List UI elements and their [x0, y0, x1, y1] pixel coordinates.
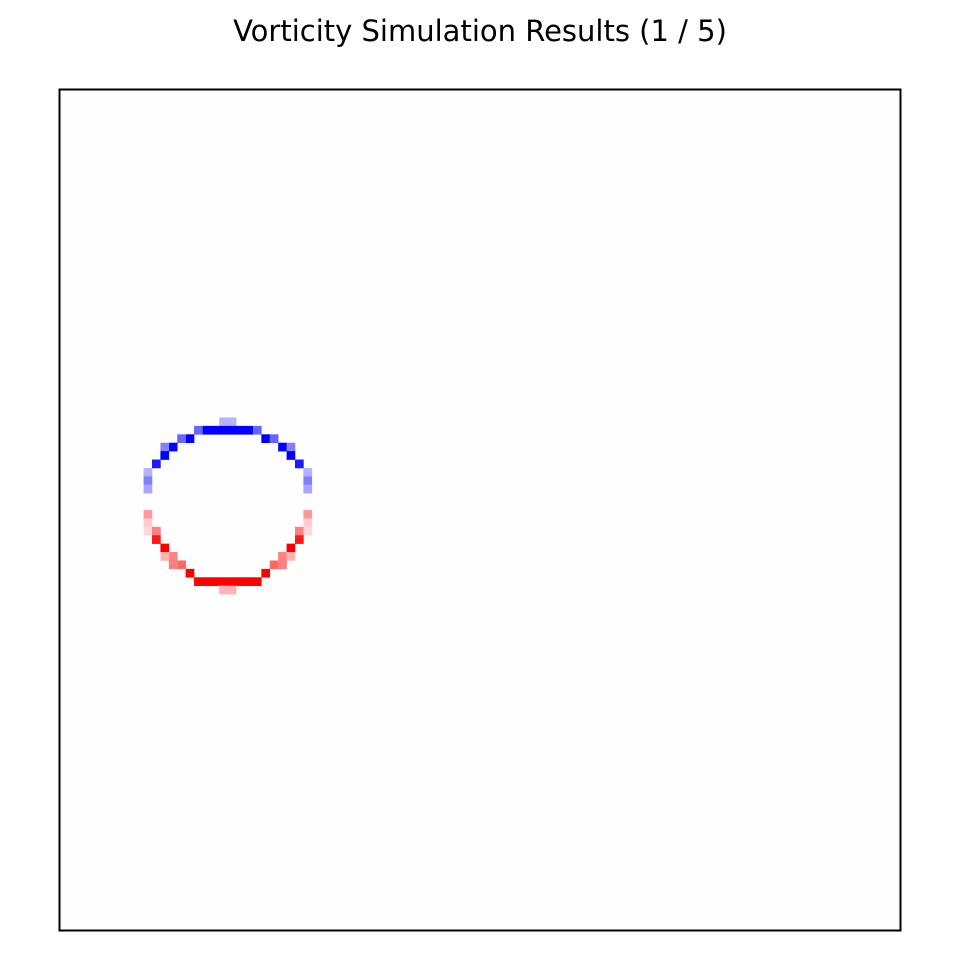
heatmap-cell [278, 560, 287, 570]
heatmap-cell [219, 417, 228, 427]
heatmap-cell [143, 484, 153, 494]
heatmap-cell [143, 476, 153, 486]
heatmap-cell [177, 560, 186, 570]
heatmap-cell [143, 526, 153, 536]
heatmap-cell [152, 526, 161, 536]
heatmap-cell [168, 560, 178, 570]
heatmap-cell [219, 585, 228, 595]
heatmap-cell [160, 543, 170, 553]
heatmap-cell [210, 577, 220, 586]
heatmap-cell [278, 552, 287, 561]
heatmap-cell [177, 434, 186, 444]
heatmap-cell [227, 425, 237, 435]
heatmap-cell [286, 442, 296, 452]
heatmap-cell [219, 577, 228, 586]
heatmap-cell [219, 425, 228, 435]
heatmap-cell [168, 552, 178, 561]
heatmap-cell [227, 417, 237, 427]
heatmap-cell [261, 434, 271, 444]
heatmap-cell [244, 425, 254, 435]
heatmap-cell [168, 442, 178, 452]
heatmap-cell [286, 543, 296, 553]
heatmap-cell [160, 552, 170, 561]
heatmap-cell [143, 518, 153, 528]
heatmap-cell [261, 568, 271, 578]
heatmap-cell [152, 535, 161, 544]
heatmap-cell [227, 585, 237, 595]
heatmap-cell [185, 568, 195, 578]
heatmap-cell [303, 467, 313, 477]
heatmap-cell [303, 510, 313, 519]
heatmap-cell [303, 484, 313, 494]
heatmap-cell [143, 510, 153, 519]
heatmap-cell [227, 577, 237, 586]
heatmap-cell [252, 577, 262, 586]
heatmap-cell [236, 425, 245, 435]
heatmap-cell [303, 526, 313, 536]
heatmap-cell [269, 434, 279, 444]
heatmap-cell [236, 577, 245, 586]
heatmap-cell [194, 425, 203, 435]
heatmap-cell [160, 451, 170, 460]
heatmap-cell [303, 518, 313, 528]
heatmap-cell [202, 577, 212, 586]
heatmap-cell [294, 459, 304, 469]
heatmap-cell [194, 577, 203, 586]
heatmap-cell [286, 451, 296, 460]
heatmap-cell [244, 577, 254, 586]
heatmap-cell [160, 442, 170, 452]
heatmap-cell [294, 526, 304, 536]
heatmap-cell [143, 467, 153, 477]
chart-title: Vorticity Simulation Results (1 / 5) [233, 14, 727, 48]
heatmap-cell [185, 434, 195, 444]
heatmap-cell [278, 442, 287, 452]
plot-frame [58, 88, 902, 932]
heatmap-cell [252, 425, 262, 435]
plot-background [59, 89, 901, 931]
heatmap-cell [152, 459, 161, 469]
heatmap-cell [286, 552, 296, 561]
heatmap-cell [303, 476, 313, 486]
heatmap-cell [294, 535, 304, 544]
heatmap-cell [269, 560, 279, 570]
heatmap-cell [202, 425, 212, 435]
heatmap-cells [143, 417, 313, 595]
heatmap-cell [210, 425, 220, 435]
